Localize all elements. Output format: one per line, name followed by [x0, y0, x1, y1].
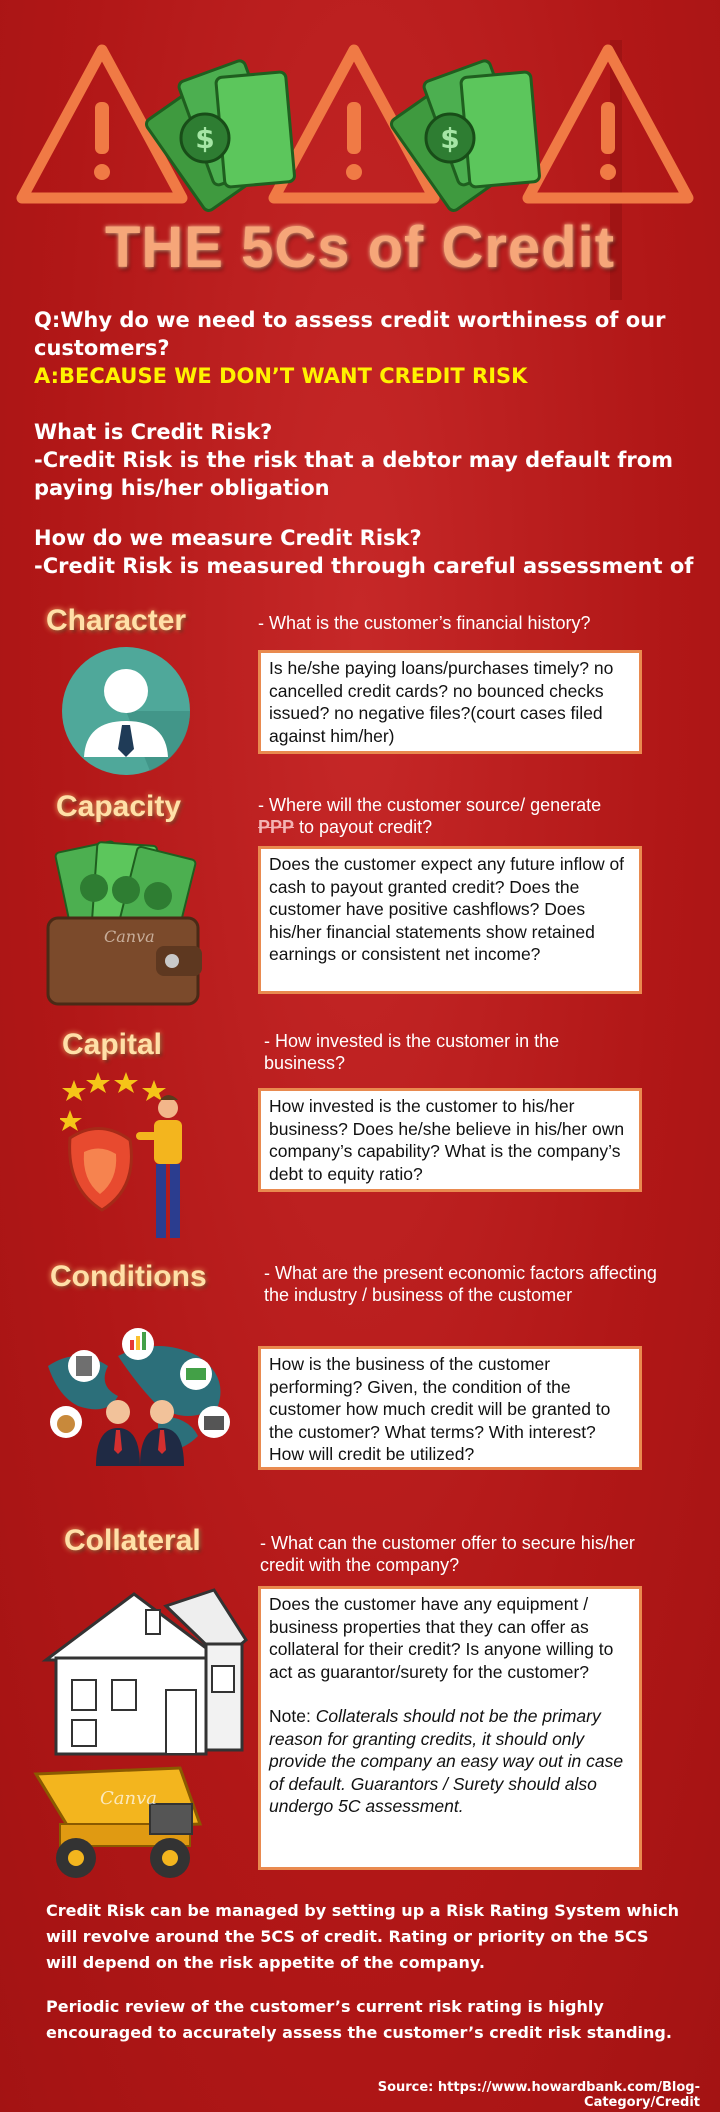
- svg-text:$: $: [195, 122, 214, 155]
- warning-triangle-icon: [522, 44, 694, 204]
- capacity-detail-box: Does the customer expect any future infl…: [258, 846, 642, 994]
- capacity-question-strike: PPP: [258, 817, 295, 837]
- what-text: -Credit Risk is the risk that a debtor m…: [34, 448, 674, 500]
- capacity-question-b: to payout credit?: [294, 817, 433, 837]
- footer-paragraph-2: Periodic review of the customer’s curren…: [46, 1997, 672, 2042]
- what-heading: What is Credit Risk?: [34, 420, 273, 444]
- user-avatar-icon: [60, 645, 192, 777]
- house-icon: [16, 1570, 252, 1760]
- collateral-detail-text: Does the customer have any equipment / b…: [269, 1594, 614, 1682]
- economy-world-icon: [38, 1326, 238, 1486]
- svg-text:Canva: Canva: [104, 927, 155, 946]
- footer-paragraph-1: Credit Risk can be managed by setting up…: [46, 1901, 680, 1972]
- how-text: -Credit Risk is measured through careful…: [34, 554, 694, 578]
- collateral-note-label: Note:: [269, 1706, 316, 1726]
- character-title: Character: [46, 604, 187, 637]
- capacity-question-a: - Where will the customer source/ genera…: [258, 795, 602, 815]
- answer-text: BECAUSE WE DON’T WANT CREDIT RISK: [59, 364, 528, 388]
- money-bills-icon: $: [144, 59, 296, 212]
- how-heading: How do we measure Credit Risk?: [34, 526, 422, 550]
- capacity-question: - Where will the customer source/ genera…: [258, 794, 678, 838]
- collateral-note: Note: Collaterals should not be the prim…: [269, 1705, 631, 1818]
- money-bills-icon: $: [389, 59, 541, 212]
- answer-line: A:BECAUSE WE DON’T WANT CREDIT RISK: [34, 362, 674, 390]
- capital-detail-box: How invested is the customer to his/her …: [258, 1088, 642, 1192]
- dump-truck-icon: Canva: [30, 1764, 216, 1884]
- conditions-title: Conditions: [50, 1260, 207, 1293]
- collateral-title: Collateral: [64, 1524, 201, 1557]
- character-question: - What is the customer’s financial histo…: [258, 613, 591, 633]
- character-detail-box: Is he/she paying loans/purchases timely?…: [258, 650, 642, 754]
- header-graphics: $ $: [0, 0, 720, 340]
- question-text: Why do we need to assess credit worthine…: [34, 308, 666, 360]
- collateral-question: - What can the customer offer to secure …: [260, 1533, 635, 1575]
- source-credit: Source: https://www.howardbank.com/Blog-…: [377, 2080, 700, 2110]
- capacity-title: Capacity: [56, 790, 182, 823]
- investor-shield-icon: [58, 1068, 200, 1248]
- question-line: Q:Why do we need to assess credit worthi…: [34, 306, 674, 362]
- answer-prefix: A:: [34, 364, 60, 388]
- capital-question: - How invested is the customer in the bu…: [264, 1031, 560, 1073]
- wallet-money-icon: Canva: [44, 838, 204, 1008]
- conditions-question: - What are the present economic factors …: [264, 1263, 657, 1305]
- warning-triangle-icon: [16, 44, 188, 204]
- svg-text:$: $: [440, 122, 459, 155]
- page-title: THE 5Cs of Credit: [104, 215, 616, 280]
- collateral-detail-box: Does the customer have any equipment / b…: [258, 1586, 642, 1870]
- svg-text:Canva: Canva: [100, 1788, 157, 1809]
- capital-title: Capital: [62, 1028, 163, 1061]
- question-prefix: Q:: [34, 308, 61, 332]
- collateral-note-text: Collaterals should not be the primary re…: [269, 1706, 624, 1816]
- conditions-detail-box: How is the business of the customer perf…: [258, 1346, 642, 1470]
